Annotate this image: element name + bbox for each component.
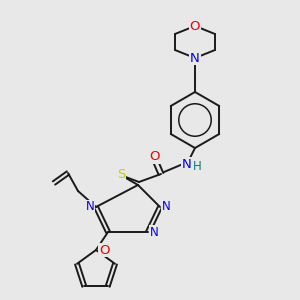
Text: O: O <box>150 151 160 164</box>
Text: N: N <box>182 158 192 170</box>
Text: N: N <box>150 226 158 238</box>
Text: N: N <box>190 52 200 64</box>
Text: N: N <box>162 200 170 214</box>
Text: N: N <box>85 200 94 214</box>
Text: O: O <box>99 244 109 256</box>
Text: H: H <box>193 160 201 172</box>
Text: O: O <box>190 20 200 32</box>
Text: S: S <box>117 167 125 181</box>
